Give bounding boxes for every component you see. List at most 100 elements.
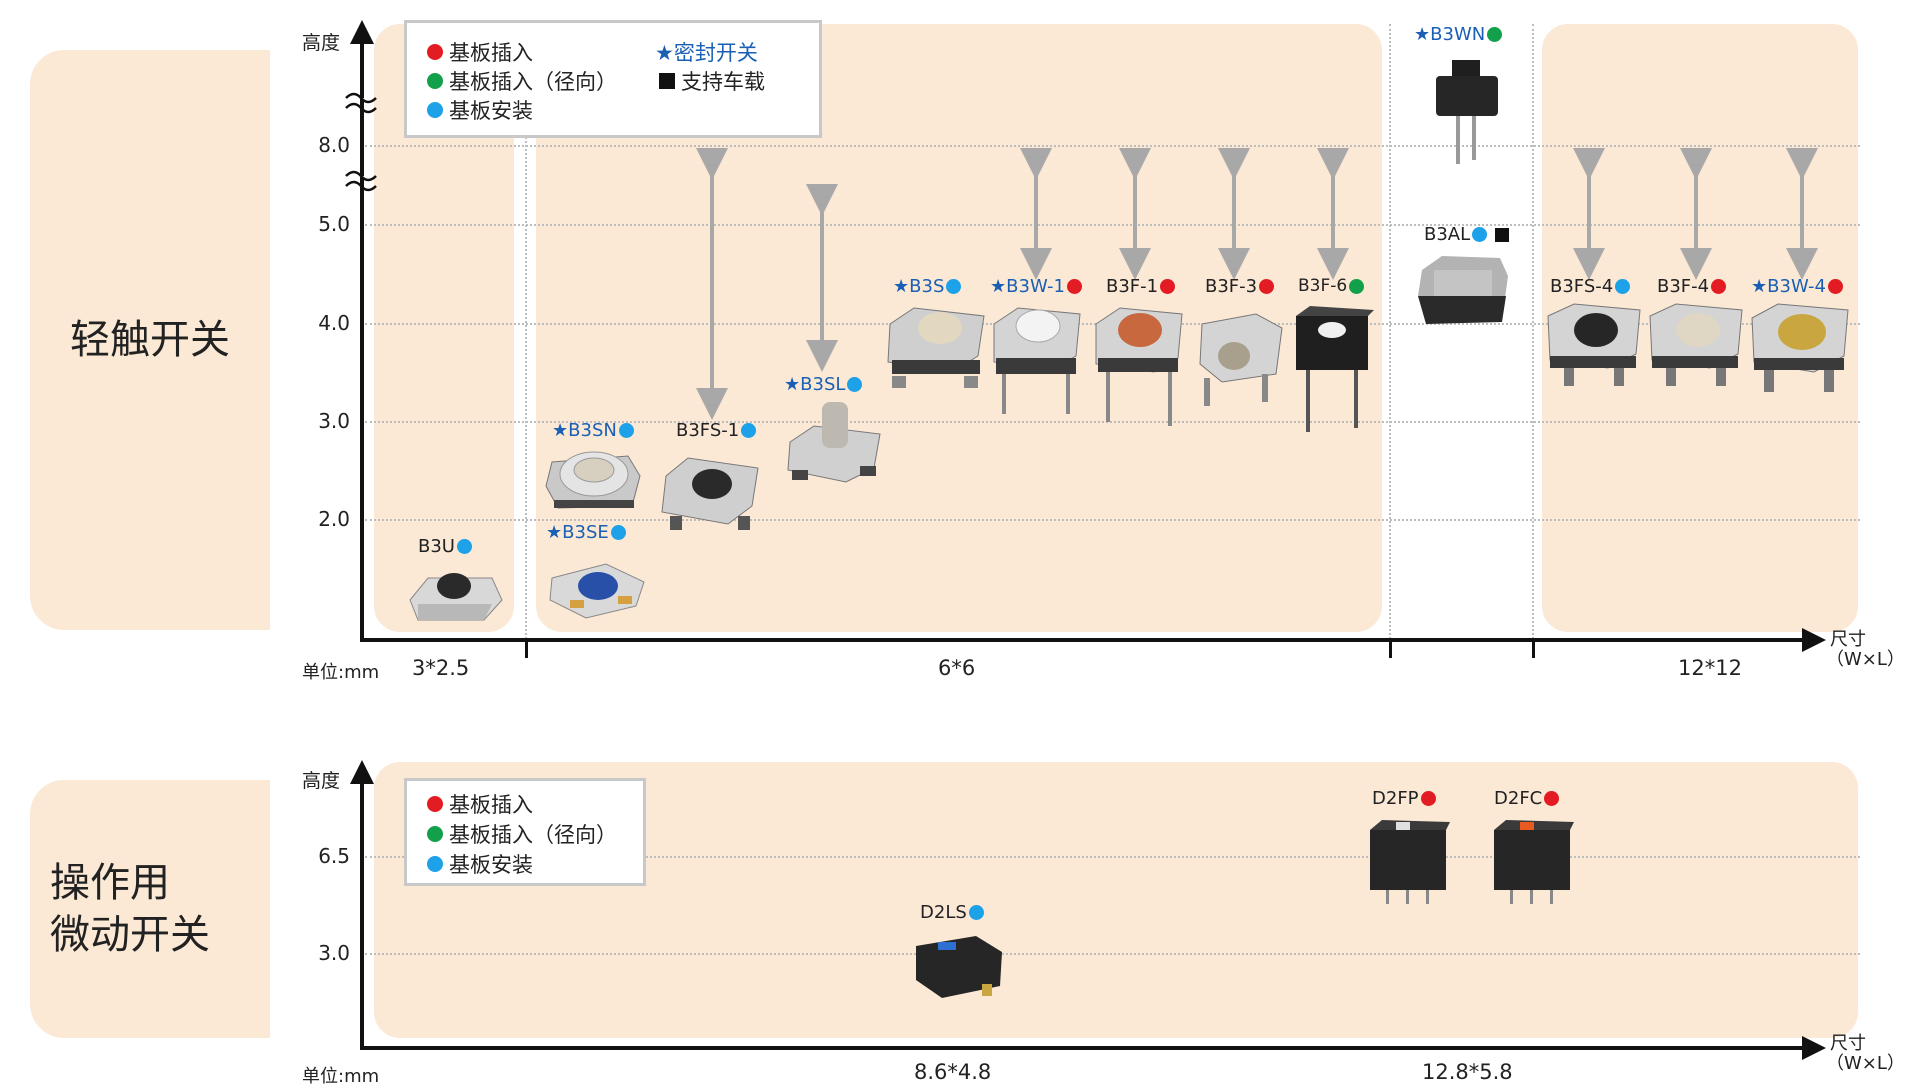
micro-x-axis-label-line2: （W×L）	[1826, 1052, 1905, 1074]
tactile-legend: 基板插入 基板插入（径向） 基板安装 ★密封开关 支持车载	[404, 20, 822, 138]
micro-legend-label-mount: 基板安装	[449, 853, 533, 877]
micro-y-axis-label: 高度	[302, 770, 341, 792]
gridline-3.0	[365, 421, 1860, 423]
product-b3f4-image	[1649, 303, 1743, 386]
label-b3wn-text: ★B3WN	[1414, 24, 1486, 45]
product-b3al-image	[1418, 256, 1508, 324]
label-b3sn: ★B3SN	[552, 420, 634, 441]
micro-gridline-6.5	[365, 856, 1860, 858]
micro-unit-label: 单位:mm	[302, 1066, 380, 1087]
blue-dot-icon	[427, 856, 443, 872]
label-b3sl: ★B3SL	[784, 374, 863, 395]
tactile-y-axis-label: 高度	[302, 32, 341, 54]
product-b3s-image	[887, 307, 985, 388]
tactile-x-axis-label-line2: （W×L）	[1826, 648, 1905, 670]
red-dot-icon	[1420, 791, 1436, 806]
y-tick-3.0: 3.0	[318, 409, 350, 433]
red-dot-icon	[1259, 279, 1275, 294]
label-b3s-text: ★B3S	[893, 276, 945, 297]
product-b3wn-image	[1436, 60, 1498, 164]
gridline-5.0	[365, 224, 1860, 226]
green-dot-icon	[1349, 278, 1365, 294]
x-tick-3	[1532, 642, 1535, 658]
black-square-icon	[1495, 227, 1510, 242]
label-b3w1-text: ★B3W-1	[990, 276, 1065, 297]
tactile-x-arrow	[1802, 628, 1826, 652]
label-b3u-text: B3U	[418, 536, 455, 557]
red-dot-icon	[1827, 279, 1843, 294]
red-dot-icon	[427, 796, 443, 812]
label-b3f3-text: B3F-3	[1205, 276, 1258, 297]
micro-x-axis-label-line1: 尺寸	[1830, 1033, 1866, 1054]
micro-legend-item-mount: 基板安装	[427, 849, 533, 879]
product-d2ls-image	[916, 936, 1002, 998]
legend-label-automotive: 支持车载	[681, 70, 765, 94]
label-b3w4: ★B3W-4	[1751, 276, 1843, 297]
label-b3f4: B3F-4	[1657, 276, 1727, 297]
micro-legend-item-insert: 基板插入	[427, 789, 533, 819]
label-d2fp: D2FP	[1372, 788, 1436, 809]
product-b3sn-image	[545, 451, 641, 509]
x-tick-1	[525, 642, 528, 658]
micro-section-title-line1: 操作用	[50, 860, 170, 906]
divider-1	[525, 24, 527, 639]
red-dot-icon	[427, 44, 443, 60]
divider-2	[1389, 24, 1391, 639]
micro-legend-label-radial: 基板插入（径向）	[449, 823, 617, 847]
y-tick-8.0: 8.0	[318, 133, 350, 157]
x-group-12x12: 12*12	[1678, 656, 1742, 680]
legend-label-insert: 基板插入	[449, 41, 533, 65]
tactile-section-label: 轻触开关	[30, 50, 270, 630]
legend-item-insert: 基板插入	[427, 37, 533, 67]
green-dot-icon	[427, 826, 443, 842]
green-dot-icon	[427, 73, 443, 89]
y-tick-5.0: 5.0	[318, 212, 350, 236]
blue-dot-icon	[1472, 227, 1488, 242]
label-b3u: B3U	[418, 536, 472, 557]
micro-legend: 基板插入 基板插入（径向） 基板安装	[404, 778, 646, 886]
label-b3f6: B3F-6	[1298, 276, 1365, 296]
micro-legend-item-radial: 基板插入（径向）	[427, 819, 617, 849]
label-b3f6-text: B3F-6	[1298, 276, 1348, 296]
legend-item-mount: 基板安装	[427, 95, 533, 125]
label-d2ls-text: D2LS	[920, 902, 967, 923]
blue-dot-icon	[946, 279, 962, 294]
product-b3u-image	[409, 573, 503, 621]
product-b3f3-image	[1199, 313, 1283, 406]
x-group-3x2.5: 3*2.5	[412, 656, 470, 680]
red-dot-icon	[1544, 791, 1560, 806]
blue-dot-icon	[427, 102, 443, 118]
blue-dot-icon	[968, 905, 984, 920]
green-dot-icon	[1487, 27, 1503, 42]
legend-item-radial: 基板插入（径向）	[427, 66, 617, 96]
tactile-x-axis-label: 尺寸 （W×L）	[1826, 630, 1905, 670]
height-range-arrows	[696, 148, 1818, 420]
product-b3fs1-image	[661, 457, 759, 530]
gridline-8.0	[365, 145, 1860, 147]
micro-x-group-12.8x5.8: 12.8*5.8	[1422, 1060, 1513, 1084]
gridline-2.0	[365, 519, 1860, 521]
label-d2fp-text: D2FP	[1372, 788, 1419, 809]
micro-y-tick-6.5: 6.5	[318, 844, 350, 868]
label-d2fc: D2FC	[1494, 788, 1560, 809]
product-d2fc-image	[1494, 820, 1574, 904]
blue-dot-icon	[741, 423, 757, 438]
label-b3se: ★B3SE	[546, 522, 626, 543]
label-b3s: ★B3S	[893, 276, 962, 297]
micro-section-label: 操作用 微动开关	[30, 780, 270, 1038]
legend-label-sealed: ★密封开关	[655, 41, 758, 65]
tactile-section-title: 轻触开关	[70, 317, 230, 363]
label-b3al: B3AL	[1424, 224, 1510, 245]
label-d2fc-text: D2FC	[1494, 788, 1543, 809]
blue-dot-icon	[610, 525, 626, 540]
blue-dot-icon	[618, 423, 634, 438]
micro-x-group-8.6x4.8: 8.6*4.8	[914, 1060, 992, 1084]
product-b3f6-image	[1296, 306, 1374, 432]
micro-legend-label-insert: 基板插入	[449, 793, 533, 817]
legend-label-mount: 基板安装	[449, 99, 533, 123]
blue-dot-icon	[1615, 279, 1631, 294]
axis-break-upper	[345, 92, 377, 114]
micro-y-tick-3.0: 3.0	[318, 941, 350, 965]
product-b3f1-image	[1095, 307, 1183, 426]
legend-label-radial: 基板插入（径向）	[449, 70, 617, 94]
